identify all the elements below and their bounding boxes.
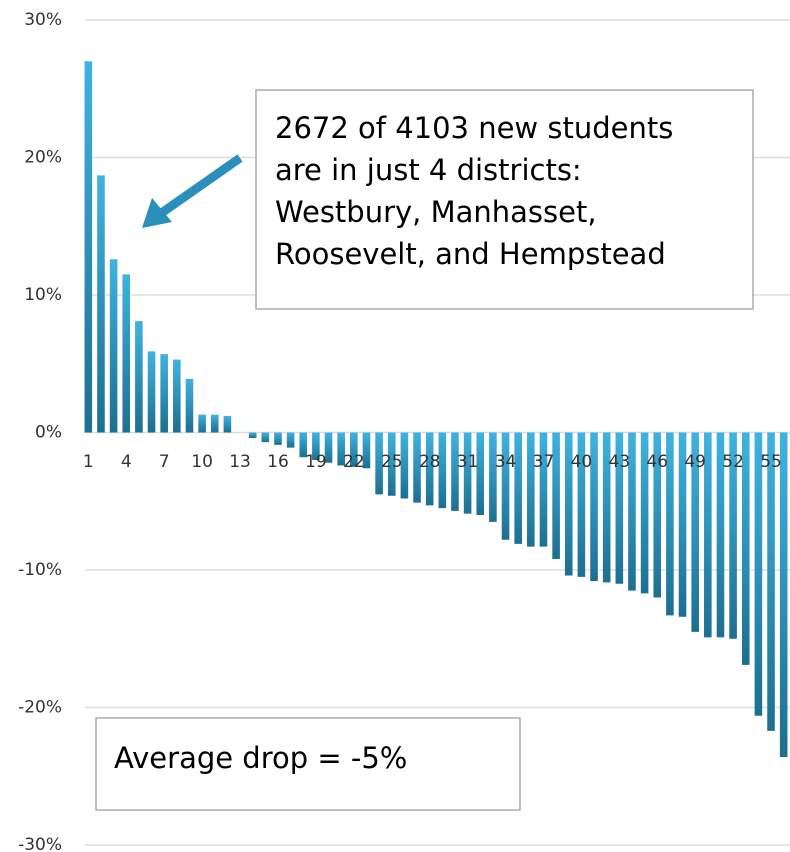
x-tick-label: 37 — [533, 452, 555, 472]
bar — [615, 432, 624, 584]
bar — [602, 432, 611, 583]
bar — [387, 432, 396, 496]
y-tick-label: 0% — [35, 423, 62, 443]
bar — [501, 432, 510, 540]
bar — [324, 432, 333, 463]
bar — [160, 354, 168, 433]
bar — [678, 432, 687, 617]
x-tick-label: 13 — [229, 452, 251, 472]
bar — [413, 432, 421, 503]
x-tick-label: 1 — [83, 452, 94, 472]
bar — [312, 432, 320, 460]
annotation-text: Westbury, Manhasset, — [275, 195, 597, 229]
bar — [741, 432, 750, 665]
bar — [97, 175, 105, 433]
bar — [539, 432, 548, 547]
bar — [628, 432, 636, 591]
x-tick-label: 49 — [684, 452, 706, 472]
bar — [122, 274, 131, 433]
bar — [274, 432, 282, 445]
bar — [577, 432, 586, 577]
bar — [489, 432, 497, 522]
bar — [337, 432, 345, 466]
y-tick-label: 30% — [24, 10, 62, 30]
x-tick-label: 46 — [646, 452, 668, 472]
bar — [400, 432, 409, 499]
bar — [84, 61, 93, 433]
bar — [653, 432, 662, 598]
x-tick-label: 55 — [760, 452, 782, 472]
bar — [640, 432, 649, 594]
annotation-text: Roosevelt, and Hempstead — [275, 237, 666, 271]
bar — [299, 432, 308, 458]
bar — [564, 432, 573, 576]
x-tick-label: 7 — [159, 452, 170, 472]
arrow-shaft — [157, 154, 243, 218]
x-tick-label: 31 — [457, 452, 479, 472]
bar — [147, 351, 156, 433]
bar — [185, 378, 194, 433]
bar — [514, 432, 522, 544]
y-tick-label: 10% — [24, 285, 62, 305]
labels: -30% -20% -10% 0% 10% 20% 30% 1 4 7 10 13 16 19 22 25 28… — [18, 10, 782, 852]
bar — [135, 321, 143, 433]
bar — [451, 432, 459, 511]
annotation-box — [95, 717, 521, 811]
bar — [210, 414, 219, 433]
x-tick-label: 10 — [191, 452, 213, 472]
x-tick-label: 22 — [343, 452, 365, 472]
bar — [476, 432, 485, 515]
bar — [552, 432, 560, 559]
bar — [590, 432, 598, 581]
annotation-box — [255, 89, 754, 310]
y-tick-label: -10% — [18, 560, 62, 580]
x-tick-label: 25 — [381, 452, 403, 472]
x-tick-label: 43 — [609, 452, 631, 472]
x-tick-label: 28 — [419, 452, 441, 472]
bar — [527, 432, 535, 547]
bar — [286, 432, 295, 448]
bar — [375, 432, 383, 495]
bar — [716, 432, 725, 638]
arrow-head — [142, 198, 172, 228]
bar — [729, 432, 737, 639]
bar — [754, 432, 763, 716]
bar — [198, 414, 206, 433]
y-tick-label: -20% — [18, 698, 62, 718]
bar — [261, 432, 270, 443]
y-tick-label: 20% — [24, 148, 62, 168]
bar — [248, 432, 257, 438]
bar — [109, 259, 118, 433]
x-tick-label: 4 — [121, 452, 132, 472]
bar — [362, 432, 371, 469]
bar — [463, 432, 472, 514]
bars — [84, 61, 788, 757]
x-tick-label: 40 — [571, 452, 593, 472]
x-tick-label: 34 — [495, 452, 517, 472]
bar — [779, 432, 788, 757]
bar — [666, 432, 674, 616]
annotation-text: are in just 4 districts: — [275, 153, 582, 187]
x-tick-label: 52 — [722, 452, 744, 472]
y-tick-label: -30% — [18, 835, 62, 852]
bar — [425, 432, 434, 506]
bar — [704, 432, 712, 638]
annotations: 2672 of 4103 new students are in just 4 d… — [114, 111, 673, 775]
bar — [438, 432, 447, 509]
bar — [767, 432, 775, 731]
bar — [173, 359, 181, 433]
x-tick-label: 16 — [267, 452, 289, 472]
bar — [223, 416, 232, 433]
x-tick-label: 19 — [305, 452, 327, 472]
annotation-text: Average drop = -5% — [114, 741, 407, 775]
annotation-text: 2672 of 4103 new students — [275, 111, 673, 145]
bar — [691, 432, 699, 632]
bar — [350, 432, 358, 467]
